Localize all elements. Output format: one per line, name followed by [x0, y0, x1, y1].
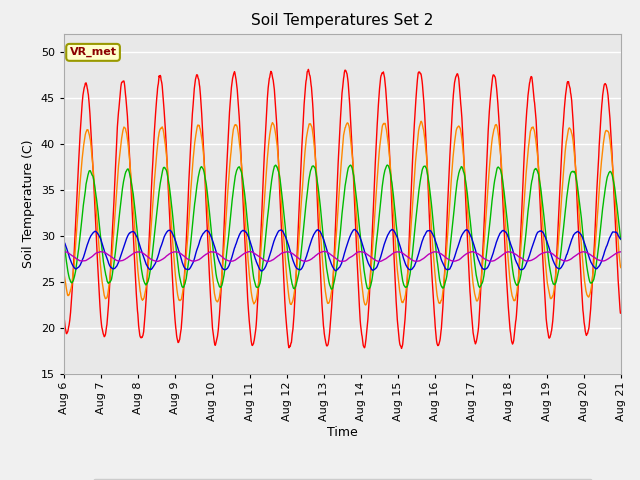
Text: VR_met: VR_met — [70, 47, 116, 58]
Title: Soil Temperatures Set 2: Soil Temperatures Set 2 — [252, 13, 433, 28]
X-axis label: Time: Time — [327, 426, 358, 439]
Y-axis label: Soil Temperature (C): Soil Temperature (C) — [22, 140, 35, 268]
